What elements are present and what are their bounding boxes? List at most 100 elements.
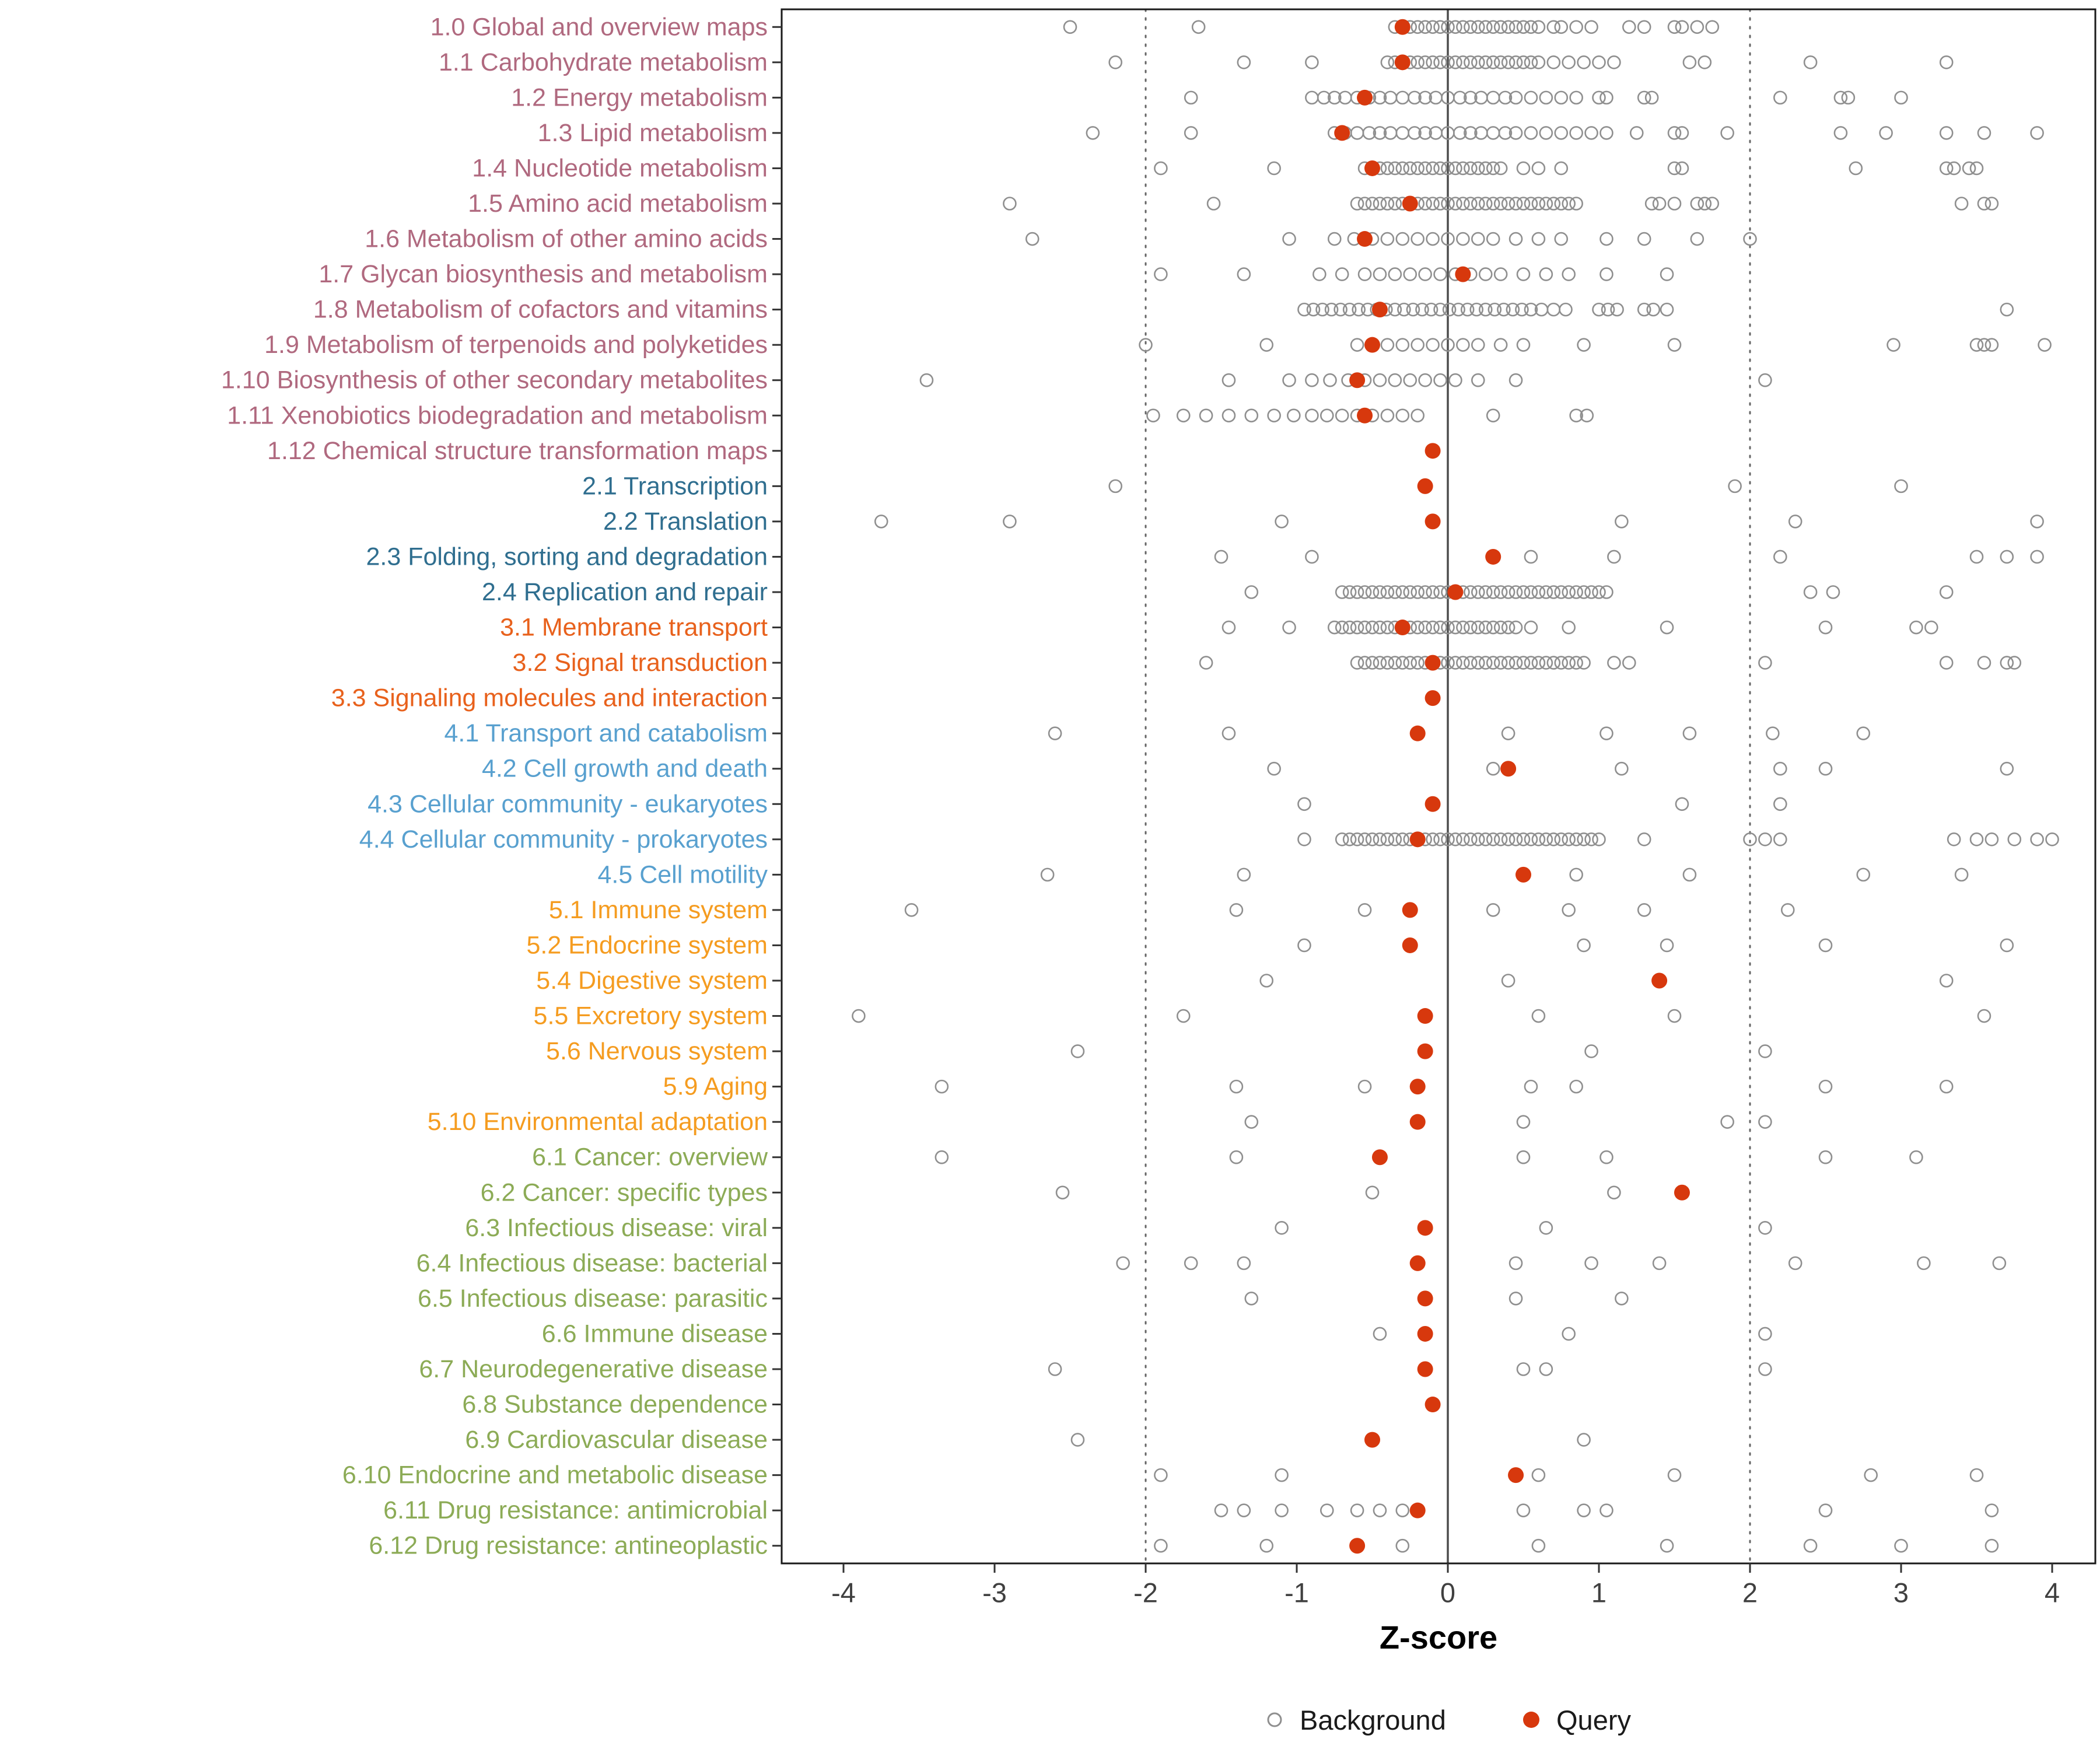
background-point [1524,302,1538,317]
background-point [1758,1221,1772,1235]
category-row [1146,407,1594,424]
query-point [1409,725,1426,741]
background-point [1879,126,1893,140]
background-point [1395,232,1410,246]
background-point [1373,90,1387,105]
category-label: 4.1 Transport and catabolism [444,719,768,747]
background-point [1493,197,1508,211]
background-point [1222,726,1236,740]
background-point [1275,1503,1289,1517]
category-row [1214,1502,1999,1518]
background-point [1894,90,1908,105]
background-point [1297,938,1311,953]
background-point [1441,656,1455,670]
background-point [1184,1256,1198,1271]
background-point [1184,90,1198,105]
background-point [1342,585,1357,599]
background-point [1562,267,1576,281]
x-tick-label: 1 [1591,1577,1606,1608]
background-point [874,515,888,529]
background-point [1282,373,1296,387]
background-point [1441,161,1455,176]
background-point [1516,55,1531,69]
background-point [1554,197,1569,211]
background-point [1592,585,1606,599]
background-point [1546,55,1561,69]
background-point [1803,55,1818,69]
background-point [1108,55,1122,69]
background-point [1380,620,1395,635]
background-point [1667,1009,1682,1023]
background-point [1323,373,1337,387]
background-point [1464,55,1478,69]
background-point [1388,161,1402,176]
background-point [1917,1256,1931,1271]
background-point [1758,1044,1772,1058]
background-point [1939,585,1954,599]
background-point [1433,585,1447,599]
background-point [1584,585,1598,599]
background-point [1516,656,1531,670]
reference-lines [1144,8,1751,1565]
background-point [1524,656,1538,670]
background-point [1403,161,1418,176]
background-point [1493,620,1508,635]
background-point [1894,1538,1908,1553]
background-point [1818,761,1833,776]
category-row [1297,937,2014,953]
background-point [1803,1538,1818,1553]
background-point [1410,338,1424,352]
background-point [1373,656,1387,670]
query-point [1417,1290,1433,1307]
query-point [1485,548,1502,565]
background-point [2030,515,2044,529]
category-row [1199,655,2022,671]
background-point [1766,726,1780,740]
category-label: 1.8 Metabolism of cofactors and vitamins [313,296,768,324]
background-point [1426,585,1440,599]
background-point [1244,408,1259,423]
category-label: 2.3 Folding, sorting and degradation [366,543,768,571]
background-point [1493,267,1508,281]
category-row [1297,831,2059,848]
background-point [1471,832,1485,846]
category-row [1108,478,1908,494]
x-axis: -4 -3 -2 -1 0 1 2 3 4 [831,1563,2060,1608]
background-point [1395,656,1410,670]
background-point [1244,1292,1259,1306]
background-point [1433,620,1447,635]
background-point [1305,55,1319,69]
background-point [1508,90,1523,105]
background-point [1675,797,1689,811]
background-point [1818,938,1833,953]
category-row [1297,796,1787,812]
background-point [1357,903,1372,917]
background-point [1720,1115,1734,1129]
category-label: 1.6 Metabolism of other amino acids [365,225,768,253]
background-point [1395,1503,1410,1517]
background-point [1275,1221,1289,1235]
category-label: 6.8 Substance dependence [462,1391,768,1419]
background-point [1373,1503,1387,1517]
background-point [1637,90,1651,105]
query-point [1651,972,1668,989]
category-label: 4.3 Cellular community - eukaryotes [368,790,768,818]
category-row [1025,231,1757,247]
query-legend-marker [1523,1712,1539,1728]
background-point [1478,197,1493,211]
x-tick-label: -1 [1284,1577,1309,1608]
background-point [1524,20,1538,34]
background-point [1554,90,1569,105]
query-point [1409,1502,1426,1518]
background-point [1516,1150,1531,1164]
background-point [1849,161,1863,176]
background-point [1675,126,1689,140]
background-point [1584,1256,1598,1271]
category-row [1222,620,1938,636]
background-point [1395,90,1410,105]
query-point [1334,125,1350,141]
background-point [1357,620,1372,635]
background-point [1969,1468,1984,1482]
background-point [1324,302,1339,317]
background-point [1743,832,1757,846]
